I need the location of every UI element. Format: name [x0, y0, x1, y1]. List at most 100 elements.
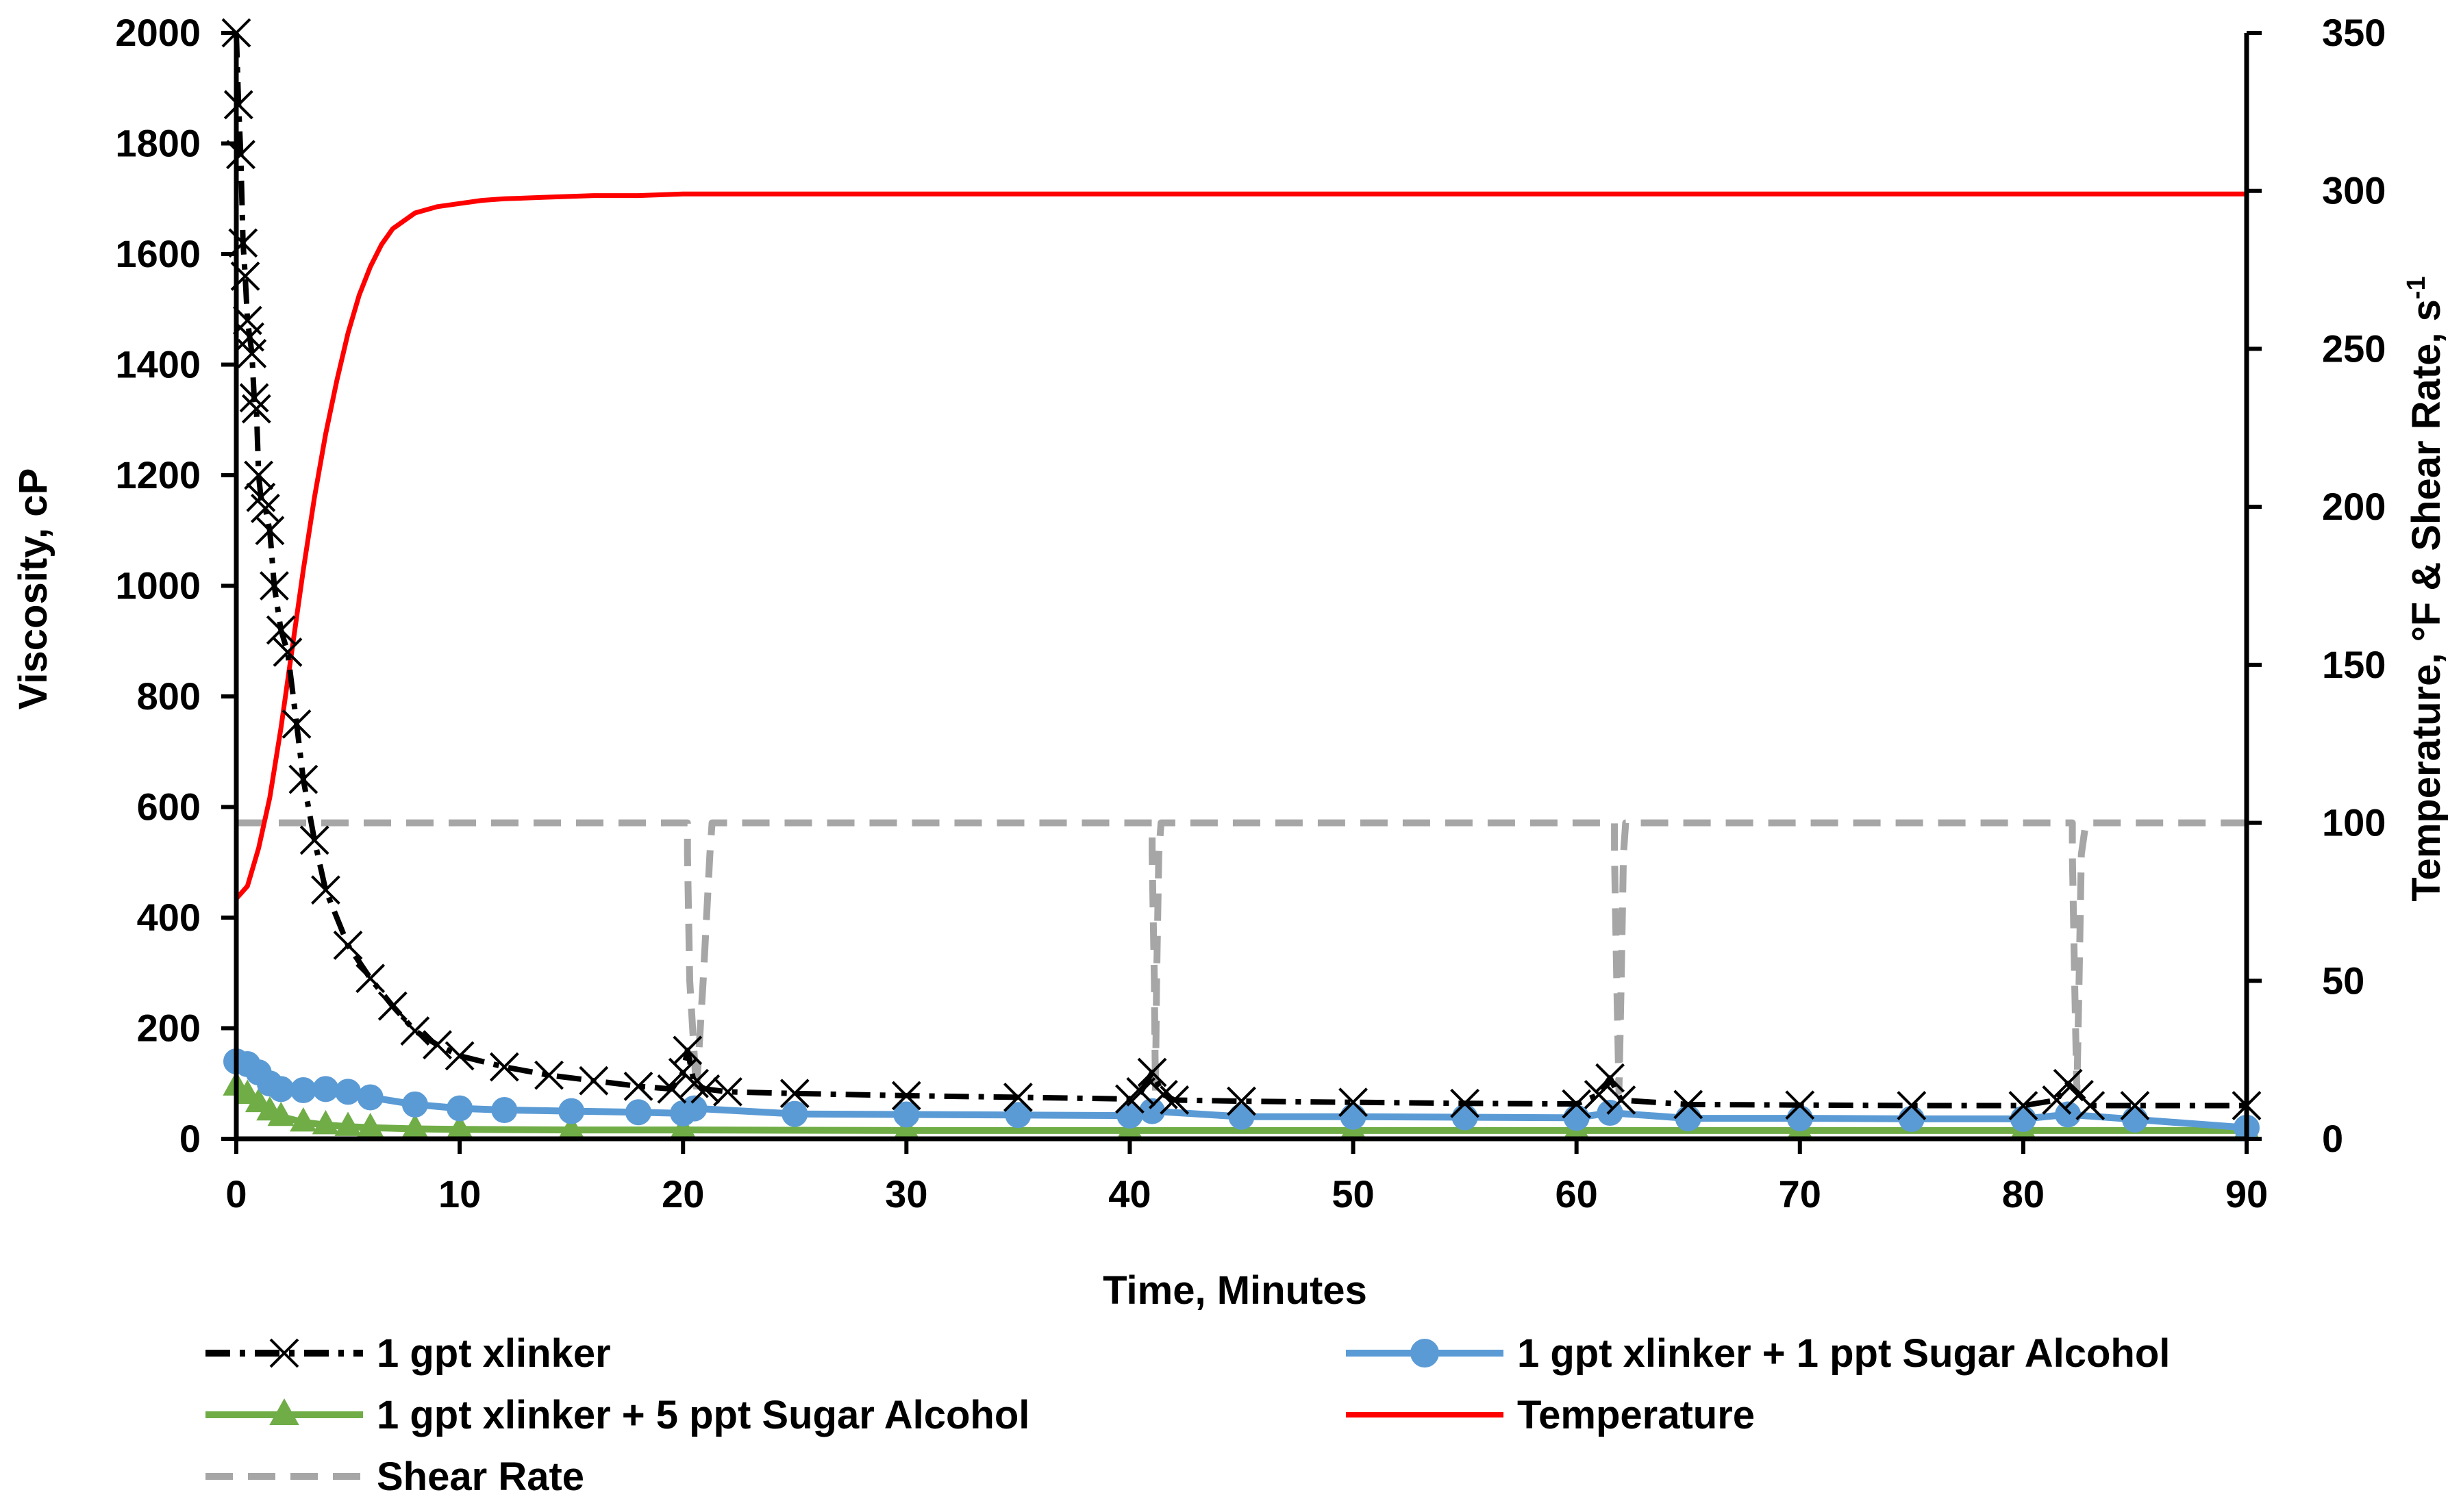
data-point: [1160, 1085, 1190, 1115]
data-point: [1595, 1063, 1625, 1093]
y2-tick-label: 100: [2322, 801, 2386, 844]
data-point: [2120, 1091, 2150, 1120]
y-tick-label: 600: [137, 785, 201, 829]
data-point: [377, 991, 408, 1021]
data-point: [312, 1076, 339, 1102]
data-point: [311, 875, 340, 905]
data-point: [1897, 1091, 1927, 1120]
data-point: [534, 1060, 564, 1090]
data-point: [2008, 1091, 2038, 1120]
y2-tick-label: 250: [2322, 327, 2386, 370]
axes: [221, 31, 2262, 1154]
data-point: [237, 338, 267, 368]
legend-swatch-marker: [269, 1398, 299, 1425]
y-tick-label: 0: [179, 1117, 201, 1160]
data-point: [356, 1112, 384, 1137]
data-point: [681, 1095, 708, 1122]
data-point: [713, 1076, 742, 1107]
data-point: [333, 930, 363, 960]
x-axis-title: Time, Minutes: [1103, 1268, 1367, 1313]
data-point: [268, 1076, 295, 1102]
data-point: [2075, 1091, 2106, 1120]
data-point: [1451, 1104, 1478, 1131]
data-point: [623, 1071, 653, 1101]
data-point: [891, 1081, 921, 1111]
data-point: [625, 1099, 651, 1126]
data-point: [1005, 1102, 1032, 1129]
legend-label: 1 gpt xlinker + 5 ppt Sugar Alcohol: [377, 1393, 1029, 1437]
series-temperature: [234, 191, 2247, 900]
data-point: [312, 1109, 340, 1135]
x-tick-label: 80: [2002, 1172, 2045, 1215]
y-tick-label: 400: [137, 896, 201, 939]
legend-item: 1 gpt xlinker: [205, 1331, 611, 1376]
data-point: [445, 1041, 475, 1071]
data-point: [1673, 1089, 1703, 1120]
y2-axis-title-main: Temperature, °F & Shear Rate, s: [2404, 299, 2449, 902]
data-point: [657, 1074, 687, 1104]
legend-swatch-marker: [269, 1338, 299, 1368]
data-point: [423, 1030, 452, 1060]
data-point: [299, 825, 329, 855]
data-point: [255, 516, 285, 546]
y-axis-title: Viscosity, cP: [11, 468, 55, 710]
y-tick-label: 200: [137, 1007, 201, 1050]
y2-tick-label: 200: [2322, 485, 2386, 528]
data-point: [1898, 1105, 1925, 1132]
series-line: [234, 191, 2247, 900]
data-point: [1562, 1089, 1592, 1119]
data-point: [241, 394, 271, 424]
legend-label: 1 gpt xlinker + 1 ppt Sugar Alcohol: [1517, 1331, 2170, 1376]
tick-labels: 0200400600800100012001400160018002000050…: [115, 11, 2386, 1215]
y2-axis-title-superscript: -1: [2402, 276, 2431, 299]
series-1-gpt-xlinker-5-ppt-sugar-alcohol: [223, 1071, 2260, 1140]
data-point: [2121, 1106, 2148, 1133]
y2-tick-label: 150: [2322, 643, 2386, 686]
y-tick-label: 1800: [115, 122, 201, 165]
data-point: [282, 709, 312, 739]
data-point: [246, 482, 276, 512]
y-tick-label: 2000: [115, 11, 201, 54]
plot-area: [221, 18, 2262, 1141]
data-point: [355, 963, 386, 994]
series-shear-rate: [236, 819, 2247, 1095]
data-point: [1786, 1105, 1813, 1132]
y2-tick-label: 350: [2322, 11, 2386, 54]
x-tick-label: 30: [885, 1172, 927, 1215]
legend-item: 1 gpt xlinker + 1 ppt Sugar Alcohol: [1346, 1331, 2170, 1376]
x-tick-label: 50: [1332, 1172, 1374, 1215]
data-point: [2010, 1105, 2036, 1132]
data-point: [782, 1100, 808, 1127]
y-tick-label: 1000: [115, 564, 201, 607]
x-tick-label: 60: [1556, 1172, 1598, 1215]
data-point: [1137, 1057, 1167, 1087]
series-1-gpt-xlinker-1-ppt-sugar-alcohol: [223, 1048, 2260, 1141]
y2-tick-label: 50: [2322, 959, 2364, 1002]
legend-label: 1 gpt xlinker: [377, 1331, 611, 1376]
data-point: [400, 1016, 430, 1046]
y-tick-label: 1200: [115, 453, 201, 496]
x-tick-label: 90: [2225, 1172, 2268, 1215]
data-point: [273, 637, 303, 667]
x-tick-label: 70: [1779, 1172, 1821, 1215]
legend-label: Temperature: [1517, 1393, 1755, 1437]
legend-swatch-marker: [1410, 1339, 1439, 1368]
data-point: [290, 1107, 317, 1132]
data-point: [447, 1095, 473, 1122]
data-point: [266, 615, 296, 645]
data-point: [1228, 1103, 1255, 1130]
data-point: [401, 1091, 428, 1118]
data-point: [290, 1076, 316, 1103]
y2-tick-label: 300: [2322, 169, 2386, 212]
data-point: [893, 1101, 920, 1128]
data-point: [491, 1097, 518, 1124]
data-point: [1003, 1083, 1033, 1112]
data-point: [335, 1079, 362, 1105]
data-point: [1227, 1086, 1256, 1116]
data-point: [2042, 1085, 2072, 1115]
data-point: [489, 1052, 519, 1082]
x-tick-label: 10: [438, 1172, 481, 1215]
data-point: [1450, 1088, 1480, 1118]
